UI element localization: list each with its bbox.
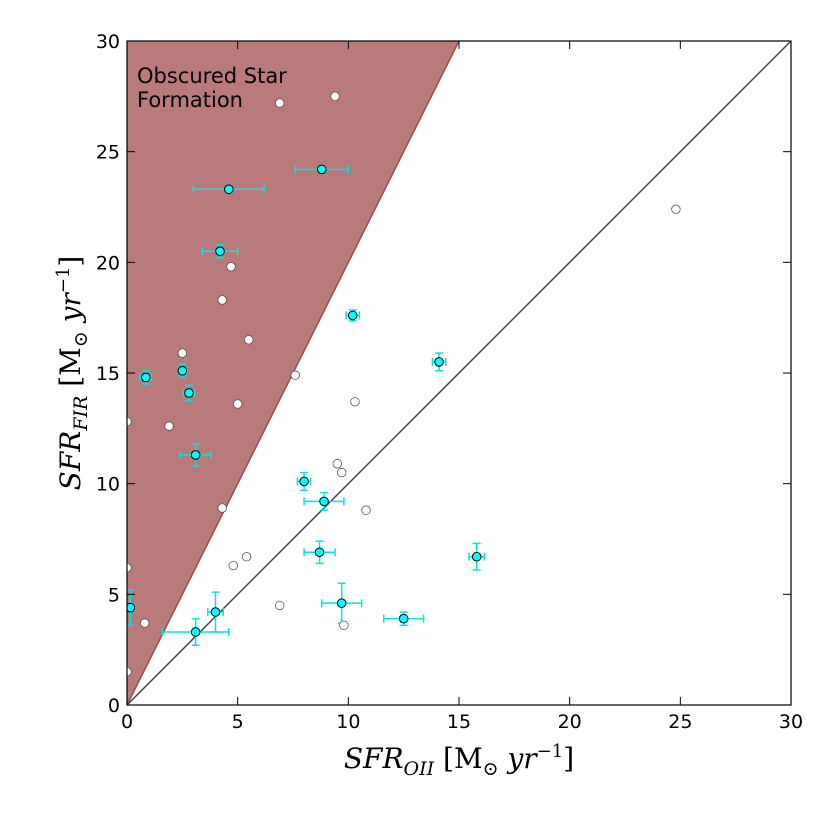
y-tick-label: 5 <box>108 584 120 606</box>
y-tick-label: 25 <box>96 142 120 164</box>
data-point-with-errors <box>398 613 409 624</box>
data-point <box>217 295 227 305</box>
x-tick-label: 0 <box>121 711 133 733</box>
data-point <box>244 335 254 345</box>
data-point <box>361 505 371 515</box>
data-point-with-errors <box>224 184 234 195</box>
data-point-with-errors <box>434 357 444 367</box>
data-point-with-errors <box>316 164 327 175</box>
region-label-line2: Formation <box>137 88 243 112</box>
y-tick-label: 0 <box>108 695 120 717</box>
data-point-with-errors <box>319 496 329 507</box>
data-point-with-errors <box>336 598 347 608</box>
data-point <box>217 503 227 513</box>
x-tick-label: 25 <box>668 711 692 733</box>
data-point <box>127 667 132 677</box>
data-point <box>140 618 150 628</box>
data-point-with-errors <box>190 450 201 460</box>
data-point <box>226 262 236 272</box>
data-point-with-errors <box>299 476 309 487</box>
x-tick-label: 15 <box>447 711 471 733</box>
data-point <box>228 560 238 571</box>
y-tick-label: 10 <box>96 474 120 496</box>
data-point-with-errors <box>347 310 358 321</box>
data-point <box>127 563 132 573</box>
x-tick-label: 20 <box>558 711 582 733</box>
data-point <box>275 98 285 108</box>
y-tick-label: 30 <box>96 31 120 53</box>
x-axis-label: SFROII [M⊙ yr−1] <box>344 741 574 780</box>
x-tick-label: 5 <box>232 711 244 733</box>
data-point-with-errors <box>177 365 188 376</box>
data-point <box>332 459 342 469</box>
data-point-with-errors <box>210 607 221 617</box>
data-point <box>330 91 340 102</box>
data-point <box>290 370 300 380</box>
data-point <box>339 620 349 631</box>
data-point-with-errors <box>141 372 151 383</box>
one-to-one-line <box>126 40 792 706</box>
data-point <box>241 552 252 562</box>
data-point-with-errors <box>127 602 136 613</box>
y-tick-label: 15 <box>96 363 120 385</box>
y-axis-label: SFRFIR [M⊙ yr−1] <box>53 256 92 491</box>
data-point <box>164 421 174 431</box>
data-point <box>232 399 243 409</box>
data-point <box>336 467 347 478</box>
data-point <box>177 348 188 358</box>
y-tick-label: 20 <box>96 252 120 274</box>
x-tick-label: 10 <box>336 711 360 733</box>
data-point-with-errors <box>314 547 325 558</box>
data-point-with-errors <box>184 388 194 398</box>
data-point-with-errors <box>190 627 201 637</box>
data-point <box>127 416 132 427</box>
x-tick-label: 30 <box>779 711 803 733</box>
data-point <box>275 600 285 611</box>
data-point-with-errors <box>471 551 482 562</box>
data-point <box>671 204 681 214</box>
data-point-with-errors <box>215 246 225 257</box>
data-point <box>350 397 360 407</box>
region-label-line1: Obscured Star <box>137 64 287 88</box>
